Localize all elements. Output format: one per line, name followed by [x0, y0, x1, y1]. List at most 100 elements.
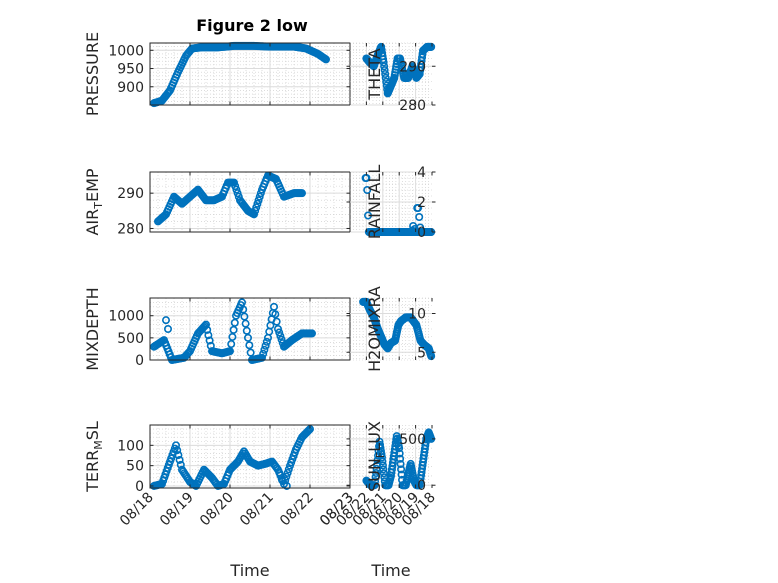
y-tick-label: 4: [417, 165, 426, 181]
data-point: [415, 213, 424, 222]
y-tick-label: 5: [417, 345, 426, 361]
data-point: [374, 446, 383, 455]
data-point: [173, 446, 182, 455]
data-point: [371, 473, 380, 482]
data-point: [275, 328, 284, 337]
y-tick-label: 290: [117, 186, 144, 202]
data-point: [271, 310, 280, 319]
grid: [350, 42, 432, 106]
x-axis-label: Time: [229, 561, 269, 580]
data-point: [282, 481, 291, 490]
data-point: [203, 325, 212, 334]
data-point: [382, 77, 391, 86]
x-tick-label: 08/21: [237, 490, 277, 530]
data-point: [227, 340, 236, 349]
data-point: [398, 475, 407, 484]
data-series: [362, 42, 436, 98]
data-series: [362, 428, 436, 490]
data-point: [409, 222, 418, 231]
y-tick-label: 1000: [108, 43, 144, 59]
data-point: [413, 204, 422, 213]
x-tick-label: 08/19: [157, 490, 197, 530]
data-point: [387, 468, 396, 477]
data-series: [150, 41, 330, 108]
data-point: [383, 89, 392, 98]
data-series: [361, 174, 436, 237]
data-point: [397, 465, 406, 474]
data-point: [364, 211, 373, 220]
data-point: [269, 302, 278, 311]
subplot-h2omixra: 5 10 H2OMIXRA: [346, 286, 436, 372]
data-point: [380, 66, 389, 75]
data-point: [253, 199, 262, 208]
data-point: [304, 426, 313, 435]
y-tick-label: 950: [117, 62, 144, 78]
y-tick-label: 290: [399, 59, 426, 75]
data-point: [375, 437, 384, 446]
data-point: [229, 325, 238, 334]
data-point: [204, 331, 213, 340]
y-tick-label: 900: [117, 80, 144, 96]
subplot-theta: 280 290 THETA: [346, 42, 436, 114]
data-point: [284, 465, 293, 474]
data-point: [228, 332, 237, 341]
data-point: [297, 189, 306, 198]
data-point: [381, 481, 390, 490]
data-point: [272, 317, 281, 326]
y-axis-label: TERRMSL: [83, 421, 105, 493]
y-tick-label: 0: [417, 225, 426, 241]
y-tick-label: 280: [399, 98, 426, 114]
data-point: [238, 298, 247, 307]
data-point: [239, 305, 248, 314]
data-point: [307, 329, 316, 338]
data-point: [233, 189, 242, 198]
data-point: [374, 451, 383, 460]
y-tick-label: 2: [417, 195, 426, 211]
y-axis-label: H2OMIXRA: [365, 286, 384, 372]
data-point: [262, 337, 271, 346]
data-point: [164, 324, 173, 333]
y-axis-label: THETA: [365, 48, 384, 100]
data-point: [362, 476, 371, 485]
data-point: [241, 319, 250, 328]
data-point: [363, 186, 372, 195]
data-point: [230, 178, 239, 187]
y-tick-label: 0: [135, 353, 144, 369]
data-point: [364, 228, 373, 237]
data-point: [379, 469, 388, 478]
data-point: [246, 348, 255, 357]
data-point: [277, 335, 286, 344]
y-tick-label: 100: [117, 438, 144, 454]
y-tick-label: 280: [117, 221, 144, 237]
data-point: [226, 347, 235, 356]
y-axis-label: AIRTEMP: [83, 168, 105, 235]
data-point: [380, 473, 389, 482]
data-point: [383, 85, 392, 94]
data-point: [373, 456, 382, 465]
data-point: [276, 332, 285, 341]
y-tick-label: 10: [408, 307, 426, 323]
data-point: [277, 475, 286, 484]
x-tick-label: 08/20: [197, 490, 237, 530]
y-tick-label: 50: [126, 459, 144, 475]
figure-title: Figure 2 low: [196, 16, 308, 35]
data-point: [255, 192, 264, 201]
data-point: [261, 341, 270, 350]
y-axis-label: MIXDEPTH: [83, 287, 102, 370]
x-tick-label: 08/18: [117, 490, 157, 530]
data-point: [164, 87, 173, 96]
data-point: [397, 470, 406, 479]
data-point: [230, 318, 239, 327]
data-point: [372, 464, 381, 473]
y-tick-label: 1000: [108, 309, 144, 325]
data-point: [250, 210, 259, 219]
data-point: [175, 455, 184, 464]
y-tick-label: 500: [117, 331, 144, 347]
data-point: [381, 70, 390, 79]
subplot-mixdepth: 0 500 1000 MIXDEPTH: [83, 287, 351, 371]
x-axis-label: Time: [370, 561, 410, 580]
y-tick-label: 0: [135, 479, 144, 495]
data-point: [242, 326, 251, 335]
data-point: [232, 185, 241, 194]
